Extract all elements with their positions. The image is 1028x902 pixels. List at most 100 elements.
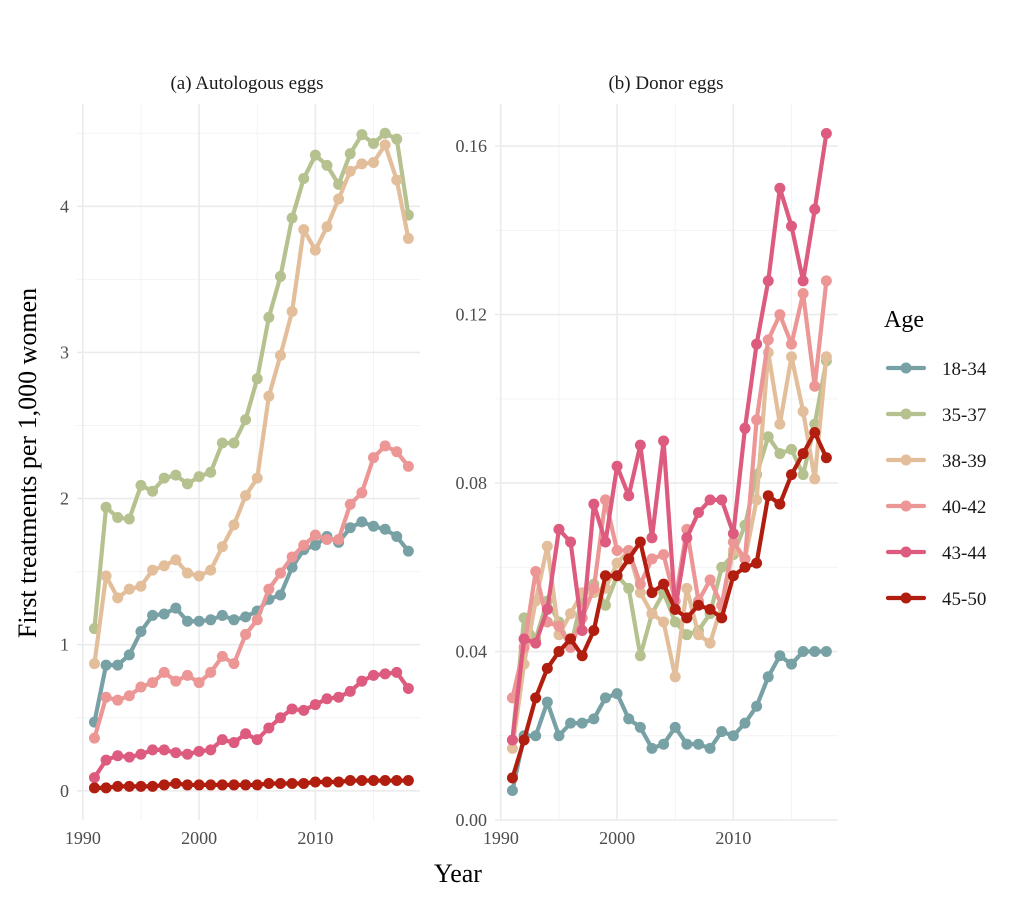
- y-tick-label: 0.16: [456, 136, 488, 156]
- data-point: [716, 494, 728, 506]
- data-point: [518, 734, 530, 746]
- series-45-50: [88, 775, 414, 794]
- data-point: [506, 785, 518, 797]
- data-point: [634, 650, 646, 662]
- data-point: [123, 649, 135, 661]
- data-point: [565, 536, 577, 548]
- data-point: [681, 629, 693, 641]
- data-point: [751, 700, 763, 712]
- data-point: [727, 730, 739, 742]
- data-point: [170, 469, 182, 481]
- legend-label: 38-39: [942, 451, 986, 472]
- y-tick-label: 0.12: [456, 305, 488, 325]
- data-point: [785, 658, 797, 670]
- data-point: [681, 582, 693, 594]
- series-45-50: [506, 427, 832, 784]
- data-point: [774, 309, 786, 321]
- legend-label: 43-44: [942, 543, 987, 564]
- series-43-44: [88, 666, 414, 784]
- data-point: [344, 148, 356, 160]
- data-point: [797, 288, 809, 300]
- data-point: [216, 650, 228, 662]
- data-point: [727, 528, 739, 540]
- data-point: [356, 516, 368, 528]
- data-point: [88, 658, 100, 670]
- data-point: [402, 682, 414, 694]
- data-point: [135, 681, 147, 693]
- data-point: [669, 721, 681, 733]
- data-point: [739, 561, 751, 573]
- data-point: [216, 734, 228, 746]
- data-point: [228, 519, 240, 531]
- data-point: [228, 437, 240, 449]
- data-point: [112, 592, 124, 604]
- legend-key-point: [900, 362, 912, 374]
- y-tick-label: 3: [60, 342, 69, 362]
- data-point: [367, 137, 379, 149]
- data-point: [274, 589, 286, 601]
- legend-item-43-44: 43-44: [885, 543, 987, 564]
- data-point: [274, 349, 286, 361]
- series-line: [510, 649, 829, 793]
- data-point: [263, 311, 275, 323]
- data-point: [147, 609, 159, 621]
- data-point: [646, 532, 658, 544]
- data-point: [205, 779, 217, 791]
- series-40-42: [88, 440, 414, 744]
- legend-key-point: [900, 454, 912, 466]
- data-point: [333, 691, 345, 703]
- data-point: [820, 127, 832, 139]
- data-point: [88, 732, 100, 744]
- data-point: [762, 671, 774, 683]
- data-point: [344, 685, 356, 697]
- panel-autologous-eggs: (a) Autologous eggs 1990 2000 2010 0 1 2 3 4: [60, 73, 420, 848]
- data-point: [809, 646, 821, 658]
- data-point: [727, 536, 739, 548]
- legend-label: 45-50: [942, 589, 986, 610]
- data-point: [553, 523, 565, 535]
- data-point: [634, 536, 646, 548]
- data-point: [391, 666, 403, 678]
- data-point: [669, 603, 681, 615]
- data-point: [762, 275, 774, 287]
- data-point: [391, 174, 403, 186]
- data-point: [123, 780, 135, 792]
- series-line: [510, 131, 829, 743]
- data-point: [100, 782, 112, 794]
- data-point: [356, 487, 368, 499]
- legend-item-38-39: 38-39: [885, 451, 986, 472]
- data-point: [274, 567, 286, 579]
- panel-donor-eggs: (b) Donor eggs 1990 2000 2010 0.00 0.04 0.08 0…: [456, 73, 838, 848]
- data-point: [541, 662, 553, 674]
- data-point: [541, 696, 553, 708]
- legend-label: 40-42: [942, 497, 986, 518]
- data-point: [809, 203, 821, 215]
- data-point: [181, 748, 193, 760]
- data-point: [286, 305, 298, 317]
- data-point: [402, 460, 414, 472]
- data-point: [344, 498, 356, 510]
- data-point: [774, 650, 786, 662]
- data-point: [333, 193, 345, 205]
- data-point: [170, 777, 182, 789]
- data-point: [135, 479, 147, 491]
- legend-item-40-42: 40-42: [885, 497, 986, 518]
- data-point: [658, 435, 670, 447]
- data-point: [286, 212, 298, 224]
- data-point: [170, 602, 182, 614]
- legend-item-18-34: 18-34: [885, 359, 987, 380]
- data-point: [785, 443, 797, 455]
- y-tick-label: 2: [60, 489, 69, 509]
- data-point: [727, 570, 739, 582]
- data-point: [797, 646, 809, 658]
- x-tick-label: 2000: [599, 828, 635, 848]
- data-point: [367, 452, 379, 464]
- data-point: [611, 460, 623, 472]
- data-point: [809, 380, 821, 392]
- data-point: [158, 560, 170, 572]
- data-point: [576, 624, 588, 636]
- series-38-39: [88, 139, 414, 670]
- data-point: [391, 531, 403, 543]
- data-point: [321, 159, 333, 171]
- data-point: [135, 580, 147, 592]
